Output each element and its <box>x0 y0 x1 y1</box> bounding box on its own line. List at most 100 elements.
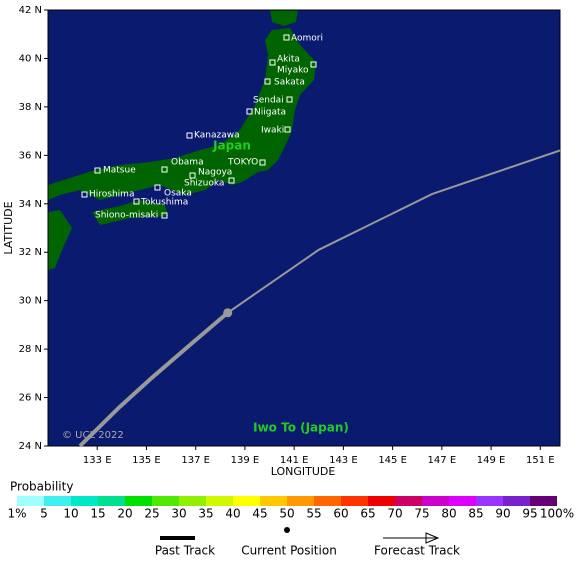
current-position-key <box>284 527 290 533</box>
y-tick-label: 34 N <box>19 199 42 210</box>
city-label: Osaka <box>164 189 192 199</box>
probability-swatch <box>395 496 422 506</box>
probability-swatch <box>530 496 557 506</box>
y-tick-label: 26 N <box>19 393 42 404</box>
city-label: Akita <box>277 55 300 65</box>
city-label: Aomori <box>291 34 323 44</box>
shikoku <box>92 200 168 225</box>
probability-label: 80 <box>441 507 456 521</box>
legend-item: Forecast Track <box>374 544 460 558</box>
probability-swatch <box>71 496 98 506</box>
legend-item: Current Position <box>241 544 337 558</box>
x-tick-label: 137 E <box>181 455 210 466</box>
city-marker <box>189 172 196 179</box>
probability-swatch <box>341 496 368 506</box>
city-label: Nagoya <box>198 168 232 178</box>
probability-label: 10 <box>63 507 78 521</box>
probability-label: 15 <box>90 507 105 521</box>
probability-label: 70 <box>387 507 402 521</box>
city-label: Shizuoka <box>184 179 224 189</box>
y-tick-label: 38 N <box>19 102 42 113</box>
probability-swatch <box>287 496 314 506</box>
probability-swatch <box>44 496 71 506</box>
probability-label: 95 <box>522 507 537 521</box>
probability-swatch <box>314 496 341 506</box>
y-tick-label: 32 N <box>19 247 42 258</box>
y-tick-label: 24 N <box>19 441 42 452</box>
probability-label: 55 <box>306 507 321 521</box>
probability-swatch <box>206 496 233 506</box>
x-tick-label: 145 E <box>378 455 407 466</box>
forecast-track <box>227 149 561 314</box>
map-frame <box>47 9 561 447</box>
island-label: Iwo To (Japan) <box>253 421 349 435</box>
city-label: Obama <box>171 158 204 168</box>
city-label: Matsue <box>103 166 136 176</box>
probability-label: 25 <box>144 507 159 521</box>
past-track <box>78 311 229 448</box>
city-label: Sendai <box>253 96 284 106</box>
legend-item: Past Track <box>155 544 215 558</box>
x-tick-label: 143 E <box>329 455 358 466</box>
city-marker <box>269 59 276 66</box>
city-marker <box>246 108 253 115</box>
city-marker <box>161 212 168 219</box>
probability-label: 40 <box>225 507 240 521</box>
probability-label: 30 <box>171 507 186 521</box>
city-marker <box>286 96 293 103</box>
x-tick-label: 141 E <box>280 455 309 466</box>
probability-swatch <box>233 496 260 506</box>
y-tick-label: 36 N <box>19 150 42 161</box>
city-marker <box>161 166 168 173</box>
probability-swatch <box>503 496 530 506</box>
city-marker <box>228 177 235 184</box>
city-label: Hiroshima <box>89 190 134 200</box>
y-tick-label: 42 N <box>19 5 42 16</box>
city-marker <box>264 78 271 85</box>
city-label: Miyako <box>277 66 309 76</box>
x-tick-label: 149 E <box>477 455 506 466</box>
probability-label: 90 <box>495 507 510 521</box>
probability-label: 85 <box>468 507 483 521</box>
y-tick-label: 28 N <box>19 344 42 355</box>
probability-label: 75 <box>414 507 429 521</box>
y-tick-label: 40 N <box>19 53 42 64</box>
current-position <box>223 308 233 318</box>
city-marker <box>186 132 193 139</box>
city-label: TOKYO <box>227 158 258 168</box>
probability-label: 50 <box>279 507 294 521</box>
probability-swatch <box>260 496 287 506</box>
x-tick-label: 135 E <box>132 455 161 466</box>
probability-swatch <box>368 496 395 506</box>
legend-title: Probability <box>10 480 73 494</box>
city-marker <box>259 159 266 166</box>
y-axis-title: LATITUDE <box>2 201 15 254</box>
probability-swatch <box>449 496 476 506</box>
probability-swatch <box>125 496 152 506</box>
country-label: Japan <box>212 139 251 153</box>
y-tick-label: 30 N <box>19 296 42 307</box>
city-label: Shiono-misaki <box>95 211 158 221</box>
city-label: Niigata <box>254 108 286 118</box>
probability-label: 100% <box>540 507 574 521</box>
x-tick-label: 133 E <box>83 455 112 466</box>
city-label: Kanazawa <box>194 131 240 141</box>
cities: Aomori Akita Miyako Sakata Sendai Niigat… <box>81 34 323 221</box>
probability-swatch <box>476 496 503 506</box>
probability-label: 5 <box>40 507 48 521</box>
city-label: Iwaki <box>261 126 284 136</box>
probability-swatch <box>98 496 125 506</box>
city-marker <box>310 61 317 68</box>
forecast-arrow <box>425 532 440 544</box>
probability-swatch <box>17 496 44 506</box>
land <box>48 10 316 270</box>
x-axis-title: LONGITUDE <box>271 465 336 478</box>
x-tick-label: 151 E <box>526 455 555 466</box>
honshu <box>48 28 316 200</box>
probability-swatch <box>422 496 449 506</box>
probability-label: 35 <box>198 507 213 521</box>
city-marker <box>283 34 290 41</box>
probability-label: 60 <box>333 507 348 521</box>
city-label: Sakata <box>274 78 305 88</box>
